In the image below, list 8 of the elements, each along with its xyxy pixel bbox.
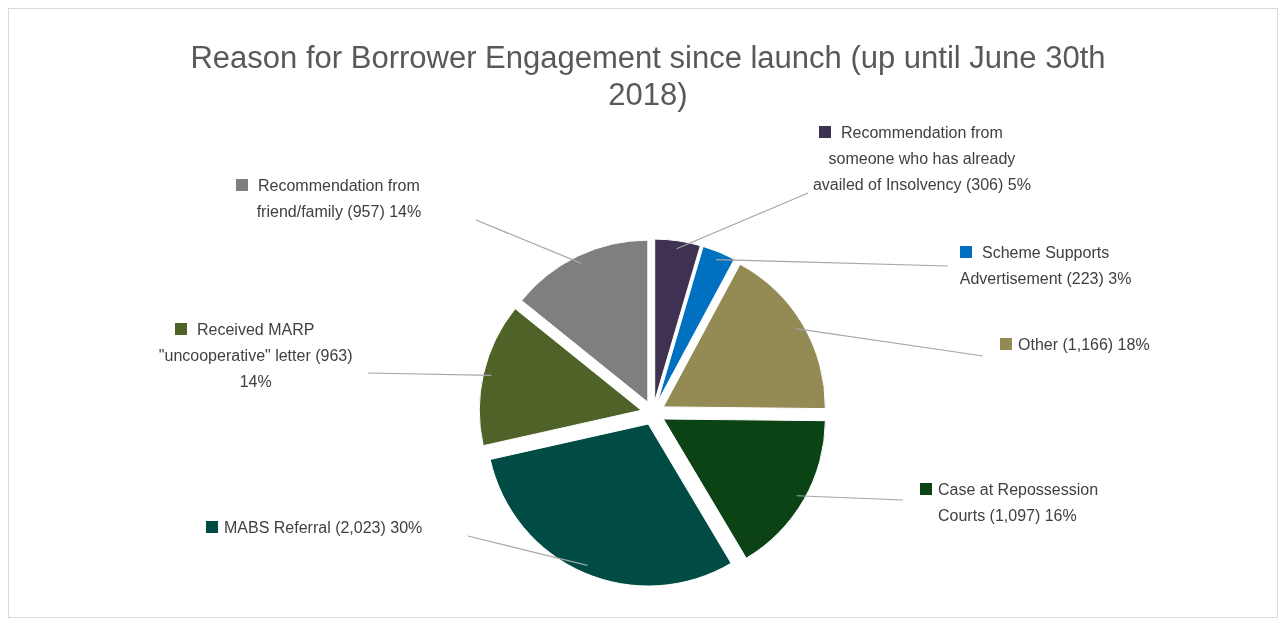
legend-label: Recommendation from someone who has already availed of Insolvency (306) 5%: [812, 124, 1031, 193]
legend-label: Other (1,166) 18%: [1018, 336, 1150, 353]
legend-label: Scheme Supports Advertisement (223) 3%: [959, 244, 1132, 287]
legend-label: MABS Referral (2,023) 30%: [224, 519, 423, 536]
legend-label: Case at Repossession Courts (1,097) 16%: [938, 481, 1099, 524]
legend-label: Received MARP "uncooperative" letter (963) 14%: [158, 321, 353, 390]
chart-title: Reason for Borrower Engagement since launch (up until June 30th 2018): [190, 40, 1106, 112]
legend-label: Recommendation from friend/family (957) 14%: [256, 177, 422, 220]
